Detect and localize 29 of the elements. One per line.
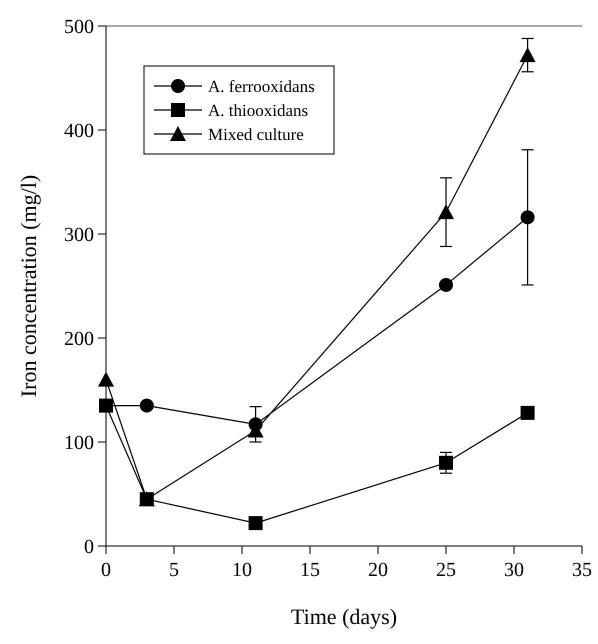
point (520, 210, 535, 224)
legend-label: A. thiooxidans (208, 101, 308, 120)
point (99, 398, 113, 413)
y-tick-label: 400 (64, 120, 94, 142)
x-tick-label: 35 (572, 559, 592, 581)
y-tick-label: 200 (64, 328, 94, 350)
point (520, 406, 535, 420)
y-tick-label: 0 (84, 536, 94, 558)
point (438, 204, 454, 220)
point (439, 456, 453, 470)
x-tick-label: 0 (101, 559, 111, 581)
point (520, 47, 536, 62)
legend-label: A. ferrooxidans (208, 77, 315, 96)
x-tick-label: 10 (232, 559, 252, 581)
point (140, 398, 154, 413)
x-tick-label: 20 (368, 559, 388, 581)
x-tick-label: 25 (436, 559, 456, 581)
point (439, 278, 453, 292)
legend-label: Mixed culture (208, 125, 304, 144)
x-tick-label: 15 (300, 559, 320, 581)
y-tick-label: 100 (64, 432, 94, 454)
point (98, 372, 114, 387)
x-axis-title: Time (days) (290, 604, 398, 629)
x-tick-label: 5 (169, 559, 179, 581)
point (248, 516, 263, 530)
x-tick-label: 30 (504, 559, 524, 581)
y-tick-label: 500 (64, 16, 94, 38)
y-axis-title: Iron concentration (mg/l) (16, 174, 41, 398)
y-tick-label: 300 (64, 224, 94, 246)
